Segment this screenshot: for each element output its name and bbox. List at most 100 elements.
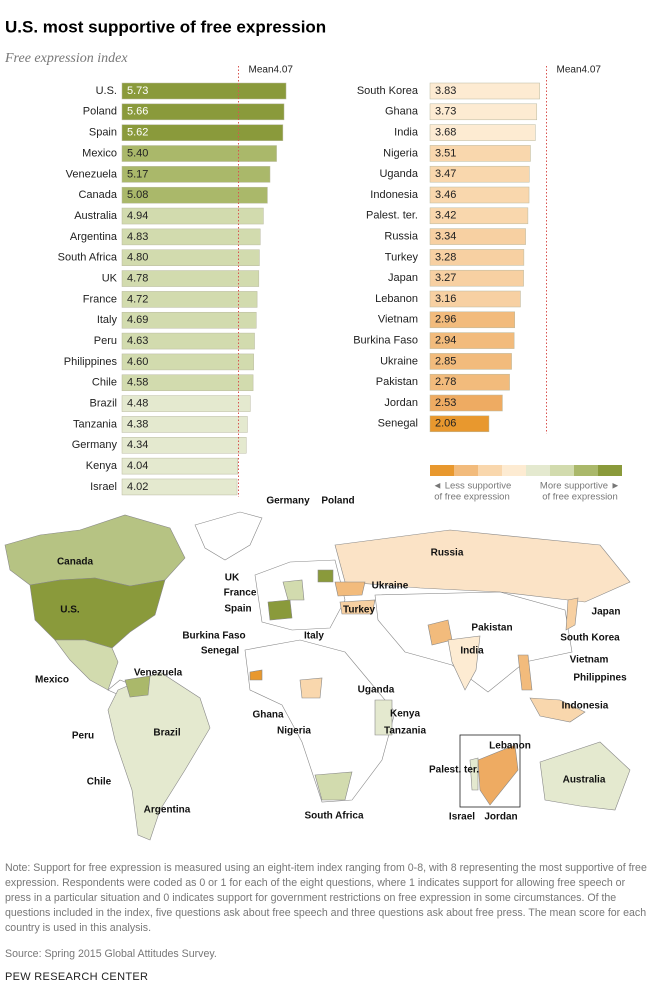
bar	[121, 249, 260, 266]
bar	[121, 124, 284, 141]
south-america	[107, 671, 211, 841]
category-label: Brazil	[89, 398, 117, 410]
mean-value: 4.07	[274, 65, 294, 76]
bar	[121, 457, 238, 475]
indonesia	[529, 697, 586, 723]
map-label: Philippines	[573, 673, 627, 684]
map-label: Uganda	[358, 685, 395, 696]
chart-subtitle: Free expression index	[4, 51, 128, 66]
value-label: 2.85	[435, 355, 456, 367]
category-label: Venezuela	[66, 168, 118, 180]
value-label: 2.53	[435, 397, 456, 409]
category-label: Mexico	[82, 147, 117, 159]
category-label: Germany	[72, 439, 118, 451]
map-label: Poland	[321, 496, 354, 507]
mean-value: 4.07	[582, 65, 602, 76]
jordan	[477, 744, 519, 806]
value-label: 3.68	[435, 127, 456, 139]
map-label: South Korea	[560, 633, 620, 644]
value-label: 4.58	[127, 377, 148, 389]
category-label: Palest. ter.	[366, 210, 418, 222]
bar	[429, 228, 526, 245]
category-label: Nigeria	[383, 147, 419, 159]
map-label: Ukraine	[372, 581, 409, 592]
category-label: U.S.	[96, 85, 117, 97]
legend-swatch	[598, 465, 622, 476]
value-label: 2.94	[435, 335, 456, 347]
value-label: 4.48	[127, 398, 148, 410]
bar	[121, 311, 257, 329]
source: Source: Spring 2015 Global Attitudes Sur…	[5, 948, 217, 960]
map-label: Venezuela	[134, 668, 183, 679]
category-label: Japan	[388, 272, 418, 284]
bar	[121, 166, 271, 183]
chart: U.S. most supportive of free expression …	[4, 17, 631, 841]
map-label: Indonesia	[562, 701, 609, 712]
vietnam	[517, 654, 533, 691]
israel	[469, 757, 479, 791]
bar	[429, 145, 531, 162]
value-label: 3.27	[435, 272, 456, 284]
map-label: Palest. ter.	[429, 765, 479, 776]
value-label: 4.69	[127, 314, 148, 326]
value-label: 4.72	[127, 293, 148, 305]
value-label: 2.06	[435, 418, 456, 430]
bar	[429, 311, 515, 329]
map-label: Vietnam	[570, 655, 609, 666]
bar	[429, 373, 510, 391]
legend-swatch	[550, 465, 574, 476]
bar	[121, 228, 261, 246]
greenland	[194, 511, 263, 561]
legend: ◄ Less supportive of free expression Mor…	[430, 465, 622, 503]
australia	[539, 741, 631, 811]
value-label: 2.78	[435, 376, 456, 388]
chart-title: U.S. most supportive of free expression	[5, 17, 326, 36]
bar	[121, 437, 247, 454]
map-label: Kenya	[390, 709, 420, 720]
bar	[429, 103, 538, 121]
category-label: Jordan	[384, 397, 418, 409]
bar	[121, 395, 251, 412]
bar	[121, 82, 287, 100]
map-label: Ghana	[252, 710, 284, 721]
bar	[429, 269, 524, 287]
bar	[121, 353, 254, 371]
value-label: 3.34	[435, 231, 456, 243]
category-label: Argentina	[70, 231, 118, 243]
bar	[121, 145, 277, 162]
value-label: 4.38	[127, 418, 148, 430]
value-label: 3.83	[435, 85, 456, 97]
category-label: Spain	[89, 127, 117, 139]
value-label: 5.62	[127, 127, 148, 139]
value-label: 3.47	[435, 168, 456, 180]
bar	[121, 270, 260, 287]
mean-label: Mean	[249, 65, 274, 76]
map-label: Peru	[72, 731, 94, 742]
value-label: 5.40	[127, 147, 148, 159]
bar	[429, 82, 540, 100]
value-label: 5.08	[127, 189, 148, 201]
category-label: Vietnam	[378, 314, 418, 326]
map-label: Russia	[431, 548, 464, 559]
category-label: Philippines	[64, 356, 118, 368]
kenya-tanzania	[374, 699, 393, 736]
inset-box	[459, 734, 521, 808]
value-label: 5.17	[127, 168, 148, 180]
category-label: Turkey	[385, 251, 419, 263]
category-label: South Africa	[58, 252, 118, 264]
value-label: 4.94	[127, 210, 148, 222]
bar	[429, 249, 525, 266]
map-label: France	[224, 588, 257, 599]
bar	[429, 186, 530, 204]
category-label: Lebanon	[375, 293, 418, 305]
map-label: Australia	[563, 775, 606, 786]
russia	[334, 529, 631, 603]
bar	[429, 353, 512, 370]
map-label: Lebanon	[489, 741, 531, 752]
japan	[565, 597, 579, 631]
category-label: Russia	[384, 231, 419, 243]
category-label: Chile	[92, 377, 117, 389]
category-label: Ghana	[385, 106, 419, 118]
map-label: Mexico	[35, 675, 69, 686]
